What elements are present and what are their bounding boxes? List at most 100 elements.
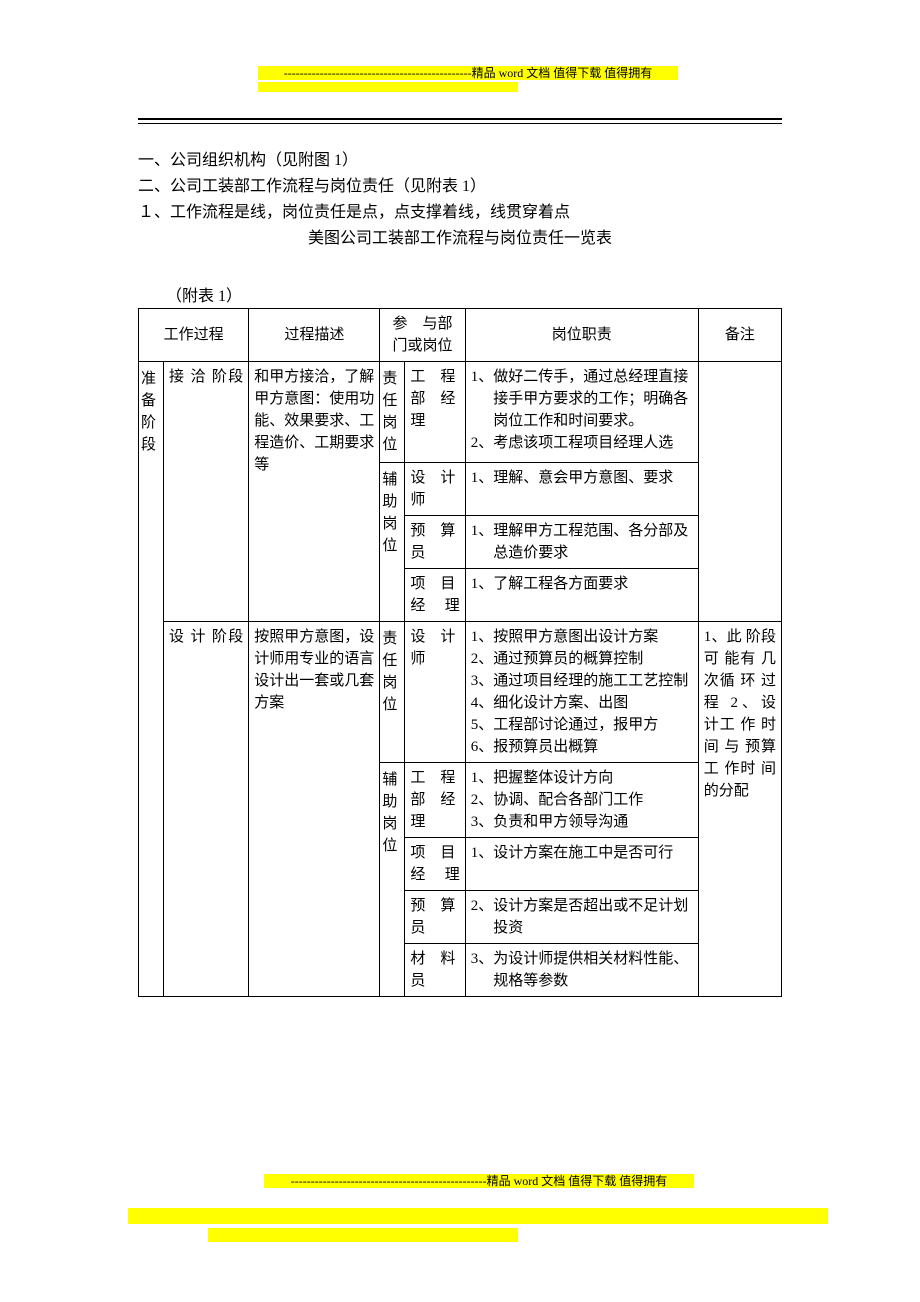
th-participants: 参 与部门或岗位 [380,309,465,362]
stage1-note [698,362,781,622]
list-txt: 为设计师提供相关材料性能、规格等参数 [493,948,693,992]
list-txt: 设计方案是否超出或不足计划投资 [493,895,693,939]
list-num: 3、 [471,670,494,692]
role-text: 责任岗位 [382,371,397,453]
aux-post: 设 计师 [405,463,465,516]
intro-line-3: １、工作流程是线，岗位责任是点，点支撑着线，线贯穿着点 [138,200,782,226]
list-num: 6、 [471,736,494,758]
list-txt: 设计方案在施工中是否可行 [493,842,693,864]
table-row: 准备阶段 接 洽 阶段 和甲方接洽，了解甲方意图：使用功能、效果要求、工程造价、… [139,362,782,463]
footer-watermark-text: 精品 word 文档 值得下载 值得拥有 [487,1174,668,1188]
list-txt: 负责和甲方领导沟通 [493,811,693,833]
aux-post: 预 算员 [405,516,465,569]
aux-resp: 2、设计方案是否超出或不足计划投资 [465,891,698,944]
list-item: 4、细化设计方案、出图 [471,692,693,714]
list-txt: 理解甲方工程范围、各分部及总造价要求 [493,520,693,564]
aux-post: 工 程部 经理 [405,763,465,838]
stage2-name: 设 计 阶段 [163,622,248,997]
watermark-line2 [258,82,518,92]
list-num: 1、 [471,842,494,864]
list-txt: 了解工程各方面要求 [493,573,693,595]
list-num: 3、 [471,948,494,992]
aux-resp: 1、理解、意会甲方意图、要求 [465,463,698,516]
list-item: 2、设计方案是否超出或不足计划投资 [471,895,693,939]
th-process: 工作过程 [139,309,249,362]
watermark-dash-left: ----------------------------------------… [284,66,472,80]
header-watermark-band: ----------------------------------------… [258,66,678,92]
role-text: 辅助岗位 [382,772,397,854]
intro-block: 一、公司组织机构（见附图 1） 二、公司工装部工作流程与岗位责任（见附表 1） … [138,148,782,252]
list-num: 2、 [471,432,494,454]
list-txt: 报预算员出概算 [493,736,693,758]
footer-area: ----------------------------------------… [138,1174,782,1242]
stage2-role-main: 责任岗位 [380,622,405,763]
footer-watermark-band: ----------------------------------------… [264,1174,694,1188]
intro-line-2: 二、公司工装部工作流程与岗位责任（见附表 1） [138,174,782,200]
page-container: ----------------------------------------… [0,0,920,997]
aux-post: 材 料员 [405,944,465,997]
list-item: 2、协调、配合各部门工作 [471,789,693,811]
aux-resp: 1、设计方案在施工中是否可行 [465,838,698,891]
th-resp: 岗位职责 [465,309,698,362]
list-txt: 把握整体设计方向 [493,767,693,789]
role-text: 辅助岗位 [382,472,397,554]
list-txt: 通过预算员的概算控制 [493,648,693,670]
aux-post: 预 算员 [405,891,465,944]
aux-resp: 1、了解工程各方面要求 [465,569,698,622]
list-txt: 做好二传手，通过总经理直接接手甲方要求的工作；明确各岗位工作和时间要求。 [493,366,693,432]
list-item: 1、理解甲方工程范围、各分部及总造价要求 [471,520,693,564]
list-num: 2、 [471,648,494,670]
list-txt: 协调、配合各部门工作 [493,789,693,811]
list-txt: 考虑该项工程项目经理人选 [493,432,693,454]
list-num: 5、 [471,714,494,736]
aux-post: 项 目经理 [405,569,465,622]
list-item: 5、工程部讨论通过，报甲方 [471,714,693,736]
list-item: 1、做好二传手，通过总经理直接接手甲方要求的工作；明确各岗位工作和时间要求。 [471,366,693,432]
list-num: 1、 [471,467,494,489]
watermark-label: 精品 word 文档 值得下载 值得拥有 [472,66,653,80]
stage1-role-aux: 辅助岗位 [380,463,405,622]
stage1-resp-main: 1、做好二传手，通过总经理直接接手甲方要求的工作；明确各岗位工作和时间要求。 2… [465,362,698,463]
list-item: 2、考虑该项工程项目经理人选 [471,432,693,454]
double-rule [138,118,782,124]
footer-band-full [128,1208,828,1224]
stage1-role-main: 责任岗位 [380,362,405,463]
list-item: 1、了解工程各方面要求 [471,573,693,595]
list-item: 3、为设计师提供相关材料性能、规格等参数 [471,948,693,992]
list-item: 1、按照甲方意图出设计方案 [471,626,693,648]
stage1-desc: 和甲方接洽，了解甲方意图：使用功能、效果要求、工程造价、工期要求等 [249,362,380,622]
list-num: 3、 [471,811,494,833]
list-item: 1、理解、意会甲方意图、要求 [471,467,693,489]
list-item: 1、设计方案在施工中是否可行 [471,842,693,864]
workflow-table: 工作过程 过程描述 参 与部门或岗位 岗位职责 备注 准备阶段 接 洽 阶段 和… [138,308,782,997]
th-note: 备注 [698,309,781,362]
list-num: 1、 [471,366,494,432]
phase-cell: 准备阶段 [139,362,164,997]
list-num: 2、 [471,789,494,811]
list-num: 2、 [471,895,494,939]
watermark-text: ----------------------------------------… [258,66,678,80]
phase-text: 准备阶段 [141,371,156,453]
stage2-role-aux: 辅助岗位 [380,763,405,997]
list-item: 1、把握整体设计方向 [471,767,693,789]
list-txt: 细化设计方案、出图 [493,692,693,714]
stage2-note: 1、此 阶段 可 能有 几 次循 环 过程 2、设 计工 作 时间 与 预算 工… [698,622,781,997]
stage2-post-main: 设 计师 [405,622,465,763]
stage2-resp-main: 1、按照甲方意图出设计方案 2、通过预算员的概算控制 3、通过项目经理的施工工艺… [465,622,698,763]
aux-resp: 1、理解甲方工程范围、各分部及总造价要求 [465,516,698,569]
intro-line-1: 一、公司组织机构（见附图 1） [138,148,782,174]
aux-resp: 3、为设计师提供相关材料性能、规格等参数 [465,944,698,997]
list-num: 1、 [471,573,494,595]
list-txt: 工程部讨论通过，报甲方 [493,714,693,736]
stage2-desc: 按照甲方意图，设计师用专业的语言设计出一套或几套方案 [249,622,380,997]
stage1-post-main: 工 程部 经理 [405,362,465,463]
list-item: 2、通过预算员的概算控制 [471,648,693,670]
annex-label: （附表 1） [138,282,782,306]
list-num: 1、 [471,626,494,648]
aux-post: 项 目经理 [405,838,465,891]
list-num: 4、 [471,692,494,714]
th-desc: 过程描述 [249,309,380,362]
stage1-name: 接 洽 阶段 [163,362,248,622]
list-txt: 通过项目经理的施工工艺控制 [493,670,693,692]
role-text: 责任岗位 [382,631,397,713]
